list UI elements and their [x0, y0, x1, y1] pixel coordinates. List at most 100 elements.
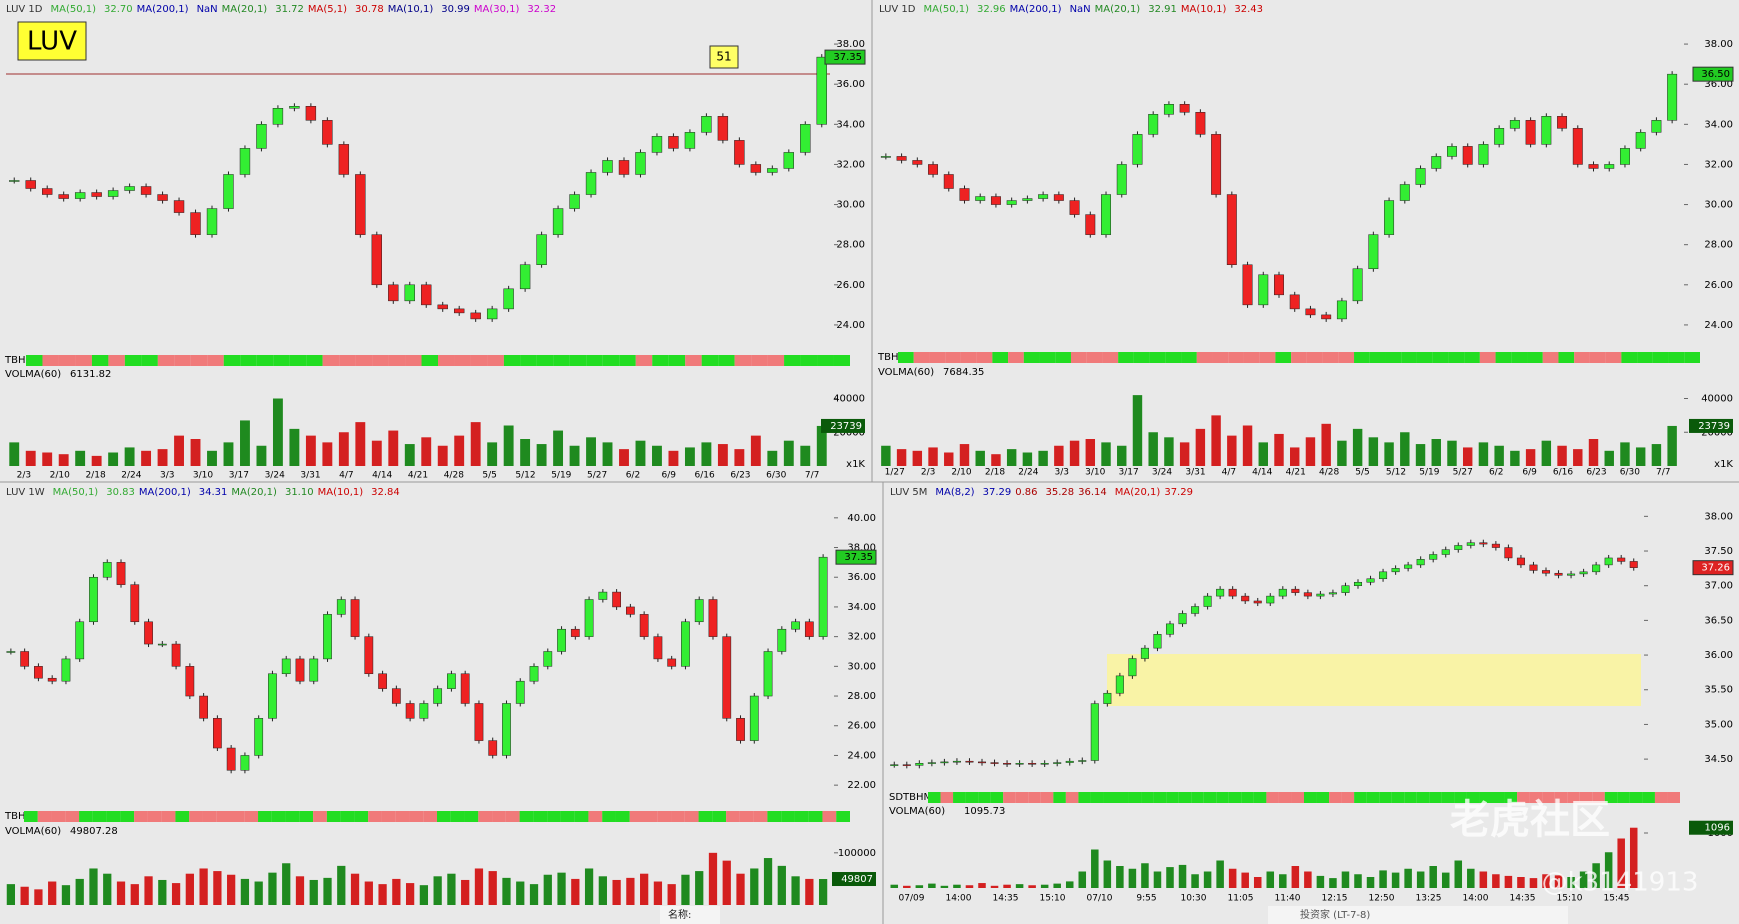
candle [1353, 581, 1363, 586]
candle [1404, 564, 1413, 569]
volume-bar [1128, 868, 1137, 888]
volume-bar [1316, 875, 1325, 888]
price-tag-bg [824, 49, 866, 65]
y-tick-label: 36.00 [847, 572, 876, 583]
volume-bar [502, 877, 511, 905]
candle [206, 208, 218, 235]
candle [1028, 763, 1037, 765]
strip-cell [1574, 352, 1590, 363]
volume-bar [272, 398, 283, 466]
x-tick-label: 6/9 [1522, 468, 1537, 478]
candle [124, 186, 135, 191]
volume-bar [130, 884, 139, 905]
candle [1328, 592, 1337, 595]
candle [470, 312, 481, 320]
candle [701, 116, 712, 133]
header-item: LUV 1D [6, 4, 43, 15]
candle [694, 599, 704, 623]
strip-cell [560, 811, 575, 822]
strip-cell [437, 811, 451, 822]
volume-bar [612, 879, 621, 905]
x-tick-label: 6/9 [662, 471, 677, 481]
strip-cell [1391, 792, 1405, 803]
strip-cell [668, 355, 686, 366]
header-item: MA(20,1) [231, 487, 277, 498]
volume-bar [34, 889, 43, 905]
strip-cell [1642, 792, 1655, 803]
strip-cell [1404, 792, 1417, 803]
strip-cell [65, 811, 80, 822]
strip-cell [953, 792, 966, 803]
volume-bar [1085, 439, 1096, 466]
header-item: 0.86 [1015, 487, 1037, 498]
x-tick-label: 3/10 [193, 471, 213, 481]
volma-value: 49807.28 [70, 826, 118, 837]
x-tick-label: 4/21 [408, 471, 428, 481]
volume-bar [338, 432, 349, 466]
volume-bar [337, 865, 346, 905]
strip-cell [1090, 792, 1104, 803]
header-item: 37.29 [1164, 487, 1193, 498]
header-item: 30.99 [441, 4, 470, 15]
strip-cell [1589, 352, 1606, 363]
vol-tag: 49807 [841, 874, 873, 885]
strip-cell [1369, 352, 1386, 363]
strip-cell [1228, 352, 1244, 363]
vol-unit: x1K [1714, 459, 1733, 470]
candle [1216, 588, 1225, 597]
strip-cell [42, 355, 59, 366]
strip-cell [450, 811, 465, 822]
strip-cell [1228, 792, 1242, 803]
strip-cell [1579, 792, 1593, 803]
candle [1226, 194, 1237, 265]
volume-bar [783, 440, 794, 466]
candle [1291, 588, 1300, 593]
x-tick-label: 3/3 [160, 471, 174, 481]
x-tick-label: 4/7 [339, 471, 353, 481]
candle [322, 120, 333, 145]
strip-cell [1316, 792, 1330, 803]
strip-cell [913, 352, 930, 363]
candle [552, 208, 564, 235]
watermark: 老虎社区 [1450, 797, 1610, 843]
header-item: 32.32 [527, 4, 556, 15]
volume-bar [108, 452, 119, 466]
candle [421, 284, 432, 306]
strip-cell [992, 352, 1009, 363]
strip-label: TBHM [877, 352, 907, 363]
strip-cell [354, 811, 369, 822]
x-tick-label: 5/5 [1355, 468, 1369, 478]
volume-bar [89, 868, 98, 905]
strip-cell [1275, 352, 1292, 363]
header-item: MA(30,1) [474, 4, 520, 15]
x-tick-label: 5/5 [482, 471, 496, 481]
volume-bar [1195, 428, 1206, 466]
y-tick-label: 34.00 [836, 119, 865, 130]
candle [584, 599, 594, 637]
y-tick-label: 28.00 [836, 240, 865, 251]
volume-bar [405, 883, 415, 905]
volume-bar [240, 878, 250, 905]
vol-tag-bg [1689, 418, 1733, 433]
y-tick-label: 38.00 [1704, 511, 1733, 522]
strip-cell [1416, 352, 1433, 363]
strip-cell [372, 355, 389, 366]
x-tick-label: 6/2 [626, 471, 640, 481]
volume-bar [684, 447, 695, 466]
volume-bar [635, 440, 646, 466]
candle [896, 156, 907, 161]
strip-cell [464, 811, 479, 822]
x-tick-label: 2/10 [951, 468, 971, 478]
x-tick-label: 3/31 [300, 471, 320, 481]
strip-cell [395, 811, 410, 822]
strip-cell [24, 811, 38, 822]
strip-cell [945, 352, 961, 363]
strip-cell [1542, 352, 1559, 363]
volume-bar [1053, 883, 1061, 888]
vol-tick-label: 40000 [833, 394, 865, 405]
candle [1132, 134, 1143, 165]
volume-bar [421, 437, 432, 466]
candle [1022, 198, 1033, 201]
taskbar-app[interactable]: 投资家 (LT-7-8) [1300, 908, 1370, 921]
y-tick-label: 36.50 [1704, 615, 1733, 626]
